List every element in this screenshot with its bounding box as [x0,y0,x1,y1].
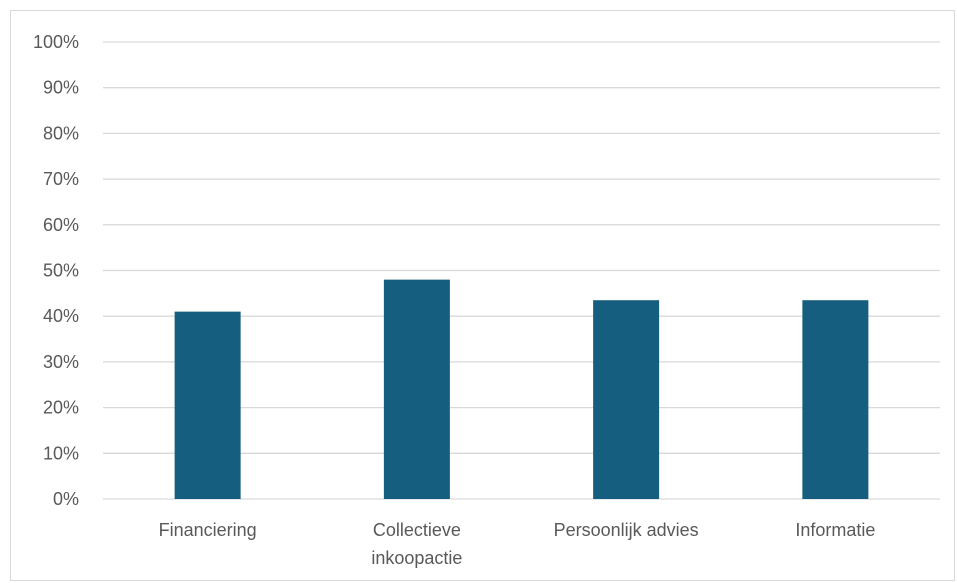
y-tick-label: 90% [43,78,79,98]
bar [174,311,241,499]
bars [174,279,869,499]
y-tick-label: 30% [43,352,79,372]
y-tick-label: 40% [43,306,79,326]
y-tick-label: 20% [43,398,79,418]
bar [593,300,660,499]
x-category-label: Collectieve inkoopactie [371,520,462,568]
y-axis-tick-labels: 0% 10% 20% 30% 40% 50% 60% 70% 80% 90% 100% [33,32,79,509]
y-tick-label: 80% [43,123,79,143]
x-axis-category-labels: Financiering Collectieve inkoopactie Persoo… [159,520,876,568]
y-tick-label: 60% [43,215,79,235]
y-tick-label: 50% [43,261,79,281]
y-tick-label: 100% [33,32,79,52]
y-tick-label: 0% [53,489,79,509]
x-category-label: Financiering [159,520,257,540]
bar [802,300,869,499]
gridlines [103,41,940,500]
x-category-label: Informatie [795,520,875,540]
chart-frame [10,10,955,581]
y-tick-label: 70% [43,169,79,189]
y-tick-label: 10% [43,443,79,463]
bar [383,279,450,499]
x-category-label: Persoonlijk advies [554,520,699,540]
